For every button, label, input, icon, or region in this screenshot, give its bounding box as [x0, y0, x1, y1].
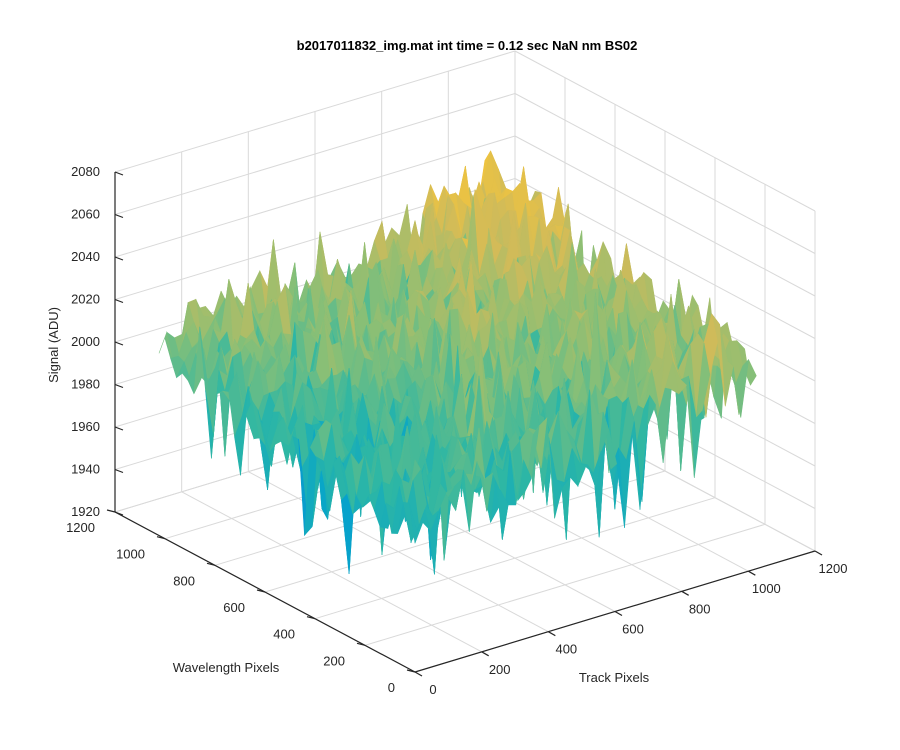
x-tick-label: 200 [489, 662, 511, 677]
x-tick-label: 600 [622, 622, 644, 637]
y-tick-label: 0 [388, 680, 395, 695]
x-tick-mark [814, 550, 823, 556]
y-tick-mark [306, 616, 316, 620]
z-tick-label: 1940 [71, 462, 100, 477]
y-axis-label: Wavelength Pixels [173, 660, 280, 675]
x-tick-label: 0 [429, 682, 436, 697]
y-tick-label: 400 [273, 627, 295, 642]
x-tick-mark [548, 631, 556, 637]
x-tick-mark [681, 590, 689, 596]
z-tick-label: 1960 [71, 419, 100, 434]
z-tick-label: 2020 [71, 292, 100, 307]
z-tick-mark [114, 383, 124, 389]
x-tick-mark [414, 671, 423, 677]
z-tick-mark [114, 468, 124, 474]
y-tick-mark [356, 642, 366, 646]
z-tick-label: 1920 [71, 504, 100, 519]
x-tick-label: 1000 [752, 581, 781, 596]
z-tick-mark [114, 171, 124, 176]
y-tick-mark [406, 669, 416, 673]
y-tick-label: 1200 [66, 520, 95, 535]
z-tick-label: 2080 [71, 164, 100, 179]
z-tick-mark [114, 213, 124, 219]
z-tick-mark [114, 256, 124, 261]
x-tick-mark [614, 610, 623, 617]
y-tick-mark [206, 562, 216, 566]
x-tick-mark [748, 570, 756, 576]
y-tick-label: 1000 [116, 547, 145, 562]
tick-labels: 0 200 400 600 800 1000 1200 0 200 400 600 800 1000 12… [66, 164, 847, 697]
z-tick-label: 2040 [71, 249, 100, 264]
y-tick-label: 800 [173, 573, 195, 588]
z-axis-label: Signal (ADU) [46, 307, 61, 383]
x-tick-label: 1200 [819, 561, 848, 576]
grid-line-y [364, 523, 766, 646]
z-tick-mark [114, 298, 124, 304]
y-tick-mark [106, 509, 116, 513]
chart-title: b2017011832_img.mat int time = 0.12 sec … [297, 38, 638, 53]
y-tick-label: 200 [323, 653, 345, 668]
surface-patch [408, 503, 424, 544]
z-tick-label: 1980 [71, 377, 100, 392]
grid-line-y [314, 497, 716, 620]
x-tick-label: 400 [555, 642, 577, 657]
x-tick-label: 800 [689, 601, 711, 616]
x-tick-mark [481, 651, 489, 657]
z-tick-mark [114, 511, 124, 516]
z-tick-mark [114, 341, 124, 346]
z-tick-label: 2000 [71, 334, 100, 349]
z-tick-label: 2060 [71, 207, 100, 222]
y-tick-mark [256, 589, 266, 593]
z-tick-mark [114, 426, 124, 431]
surface-plot [158, 150, 757, 575]
x-axis-label: Track Pixels [579, 670, 650, 685]
y-tick-mark [156, 536, 166, 540]
y-tick-label: 600 [223, 600, 245, 615]
